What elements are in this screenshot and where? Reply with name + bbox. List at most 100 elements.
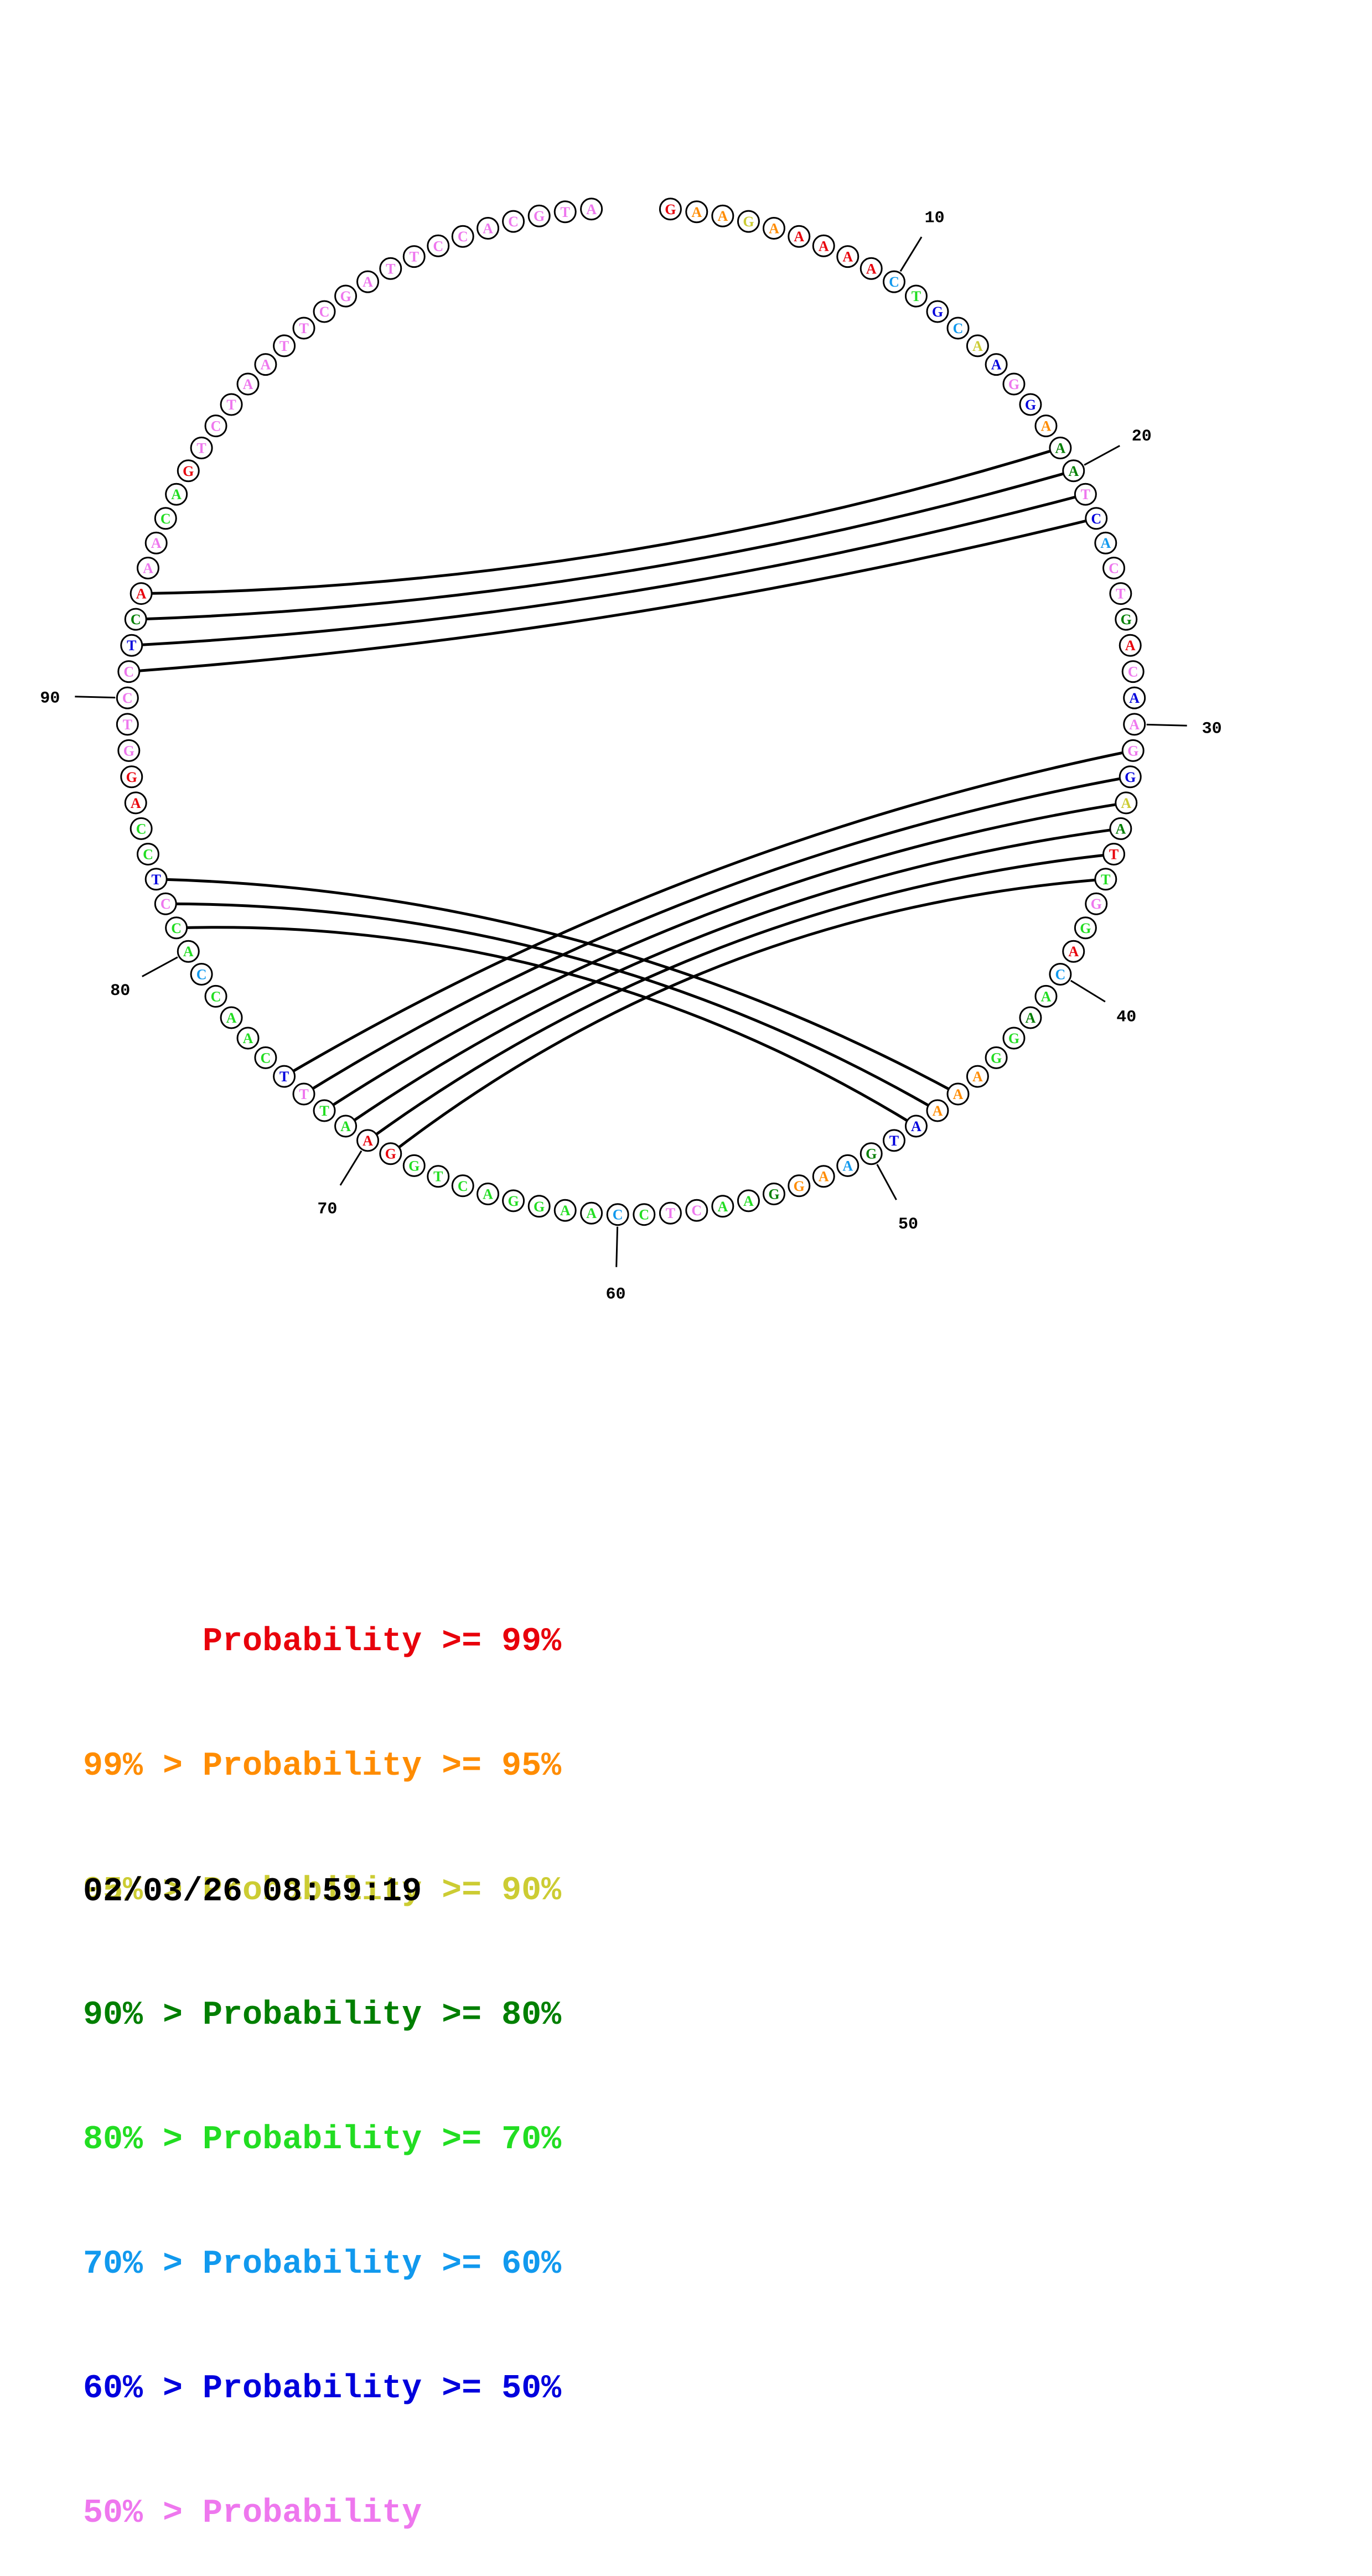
nucleotide-circle <box>1049 962 1072 986</box>
nucleotide-circle <box>120 634 143 657</box>
nucleotide: A <box>124 791 147 815</box>
nucleotide-letter: G <box>1025 397 1036 413</box>
nucleotide-letter: C <box>211 418 221 434</box>
nucleotide-circle <box>659 1201 682 1225</box>
legend-suffix: >= 70% <box>422 2121 562 2159</box>
nucleotide-circle <box>836 1154 860 1177</box>
base-pair-arc <box>367 852 1114 1142</box>
nucleotide-circle <box>154 892 177 915</box>
nucleotide-letter: C <box>508 214 519 230</box>
nucleotide-letter: A <box>131 795 141 811</box>
nucleotide-circle <box>120 765 143 789</box>
nucleotide-letter: G <box>665 201 676 217</box>
nucleotide-letter: A <box>866 261 877 277</box>
legend-label: Probability <box>203 1748 422 1785</box>
nucleotide: A <box>1062 940 1085 963</box>
nucleotide-letter: A <box>933 1103 943 1119</box>
nucleotide-circle <box>1002 1027 1026 1050</box>
nucleotide-circle <box>116 686 139 709</box>
nucleotide-circle <box>1119 765 1142 789</box>
nucleotide-circle <box>1109 582 1132 605</box>
nucleotide-letter: A <box>1068 944 1079 960</box>
nucleotide-circle <box>1049 437 1072 460</box>
nucleotide-letter: A <box>1041 988 1052 1004</box>
legend-label: Probability <box>203 2121 422 2159</box>
nucleotide-circle <box>812 1165 835 1188</box>
nucleotide: T <box>882 1129 905 1152</box>
nucleotide: C <box>204 984 227 1008</box>
nucleotide-circle <box>427 1165 450 1188</box>
base-pair-arc <box>141 447 1061 595</box>
nucleotide-circle <box>1115 791 1138 815</box>
nucleotide-letter: C <box>691 1203 702 1219</box>
nucleotide-letter: G <box>991 1050 1002 1066</box>
nucleotide-letter: C <box>1109 561 1119 577</box>
nucleotide: C <box>254 1046 277 1069</box>
nucleotide: T <box>116 713 139 736</box>
nucleotide-letter: G <box>508 1193 519 1209</box>
nucleotide-ring: G A A G AAAAACTGCAAGGAAATCACTGACAAGGAATTGGAC… <box>116 198 1146 1226</box>
legend-suffix: >= 60% <box>422 2246 562 2283</box>
nucleotide-letter: A <box>183 944 194 960</box>
nucleotide: G <box>659 198 682 221</box>
nucleotide: T <box>144 868 168 891</box>
nucleotide-letter: C <box>1055 966 1066 982</box>
nucleotide: C <box>882 270 905 293</box>
nucleotide-circle <box>117 739 141 762</box>
nucleotide-circle <box>190 962 213 986</box>
nucleotide: A <box>737 1189 760 1212</box>
legend-row: 50% > Probability <box>83 2493 561 2534</box>
nucleotide: C <box>633 1203 656 1226</box>
nucleotide: T <box>120 634 143 657</box>
base-pair-arc <box>303 775 1131 1096</box>
nucleotide-circle <box>553 1199 577 1222</box>
nucleotide: C <box>165 916 188 940</box>
nucleotide-circle <box>711 204 734 227</box>
timestamp: 02/03/26 08:59:19 <box>83 1873 422 1911</box>
nucleotide: A <box>904 1115 928 1138</box>
nucleotide-letter: C <box>1091 511 1101 527</box>
nucleotide-circle <box>1034 414 1058 438</box>
legend-suffix: >= 50% <box>422 2370 562 2408</box>
nucleotide-circle <box>1085 892 1108 915</box>
nucleotide-letter: G <box>866 1146 877 1162</box>
nucleotide: A <box>165 483 188 506</box>
nucleotide-letter: T <box>123 717 132 733</box>
nucleotide-letter: A <box>243 1030 253 1046</box>
nucleotide-letter: A <box>483 1186 493 1203</box>
nucleotide: T <box>273 1065 296 1088</box>
legend-label: Probability <box>203 1997 422 2034</box>
nucleotide-circle <box>1074 916 1097 940</box>
nucleotide-circle <box>966 1065 989 1088</box>
nucleotide: A <box>1109 817 1132 840</box>
nucleotide-circle <box>502 210 525 233</box>
nucleotide-circle <box>985 1046 1008 1069</box>
nucleotide: A <box>711 1195 734 1218</box>
nucleotide-circle <box>1094 531 1117 554</box>
base-pair-arc <box>128 517 1097 673</box>
nucleotide-letter: A <box>586 1205 597 1221</box>
nucleotide: C <box>451 225 474 248</box>
nucleotide: A <box>1123 686 1146 709</box>
nucleotide-circle <box>580 198 603 221</box>
nucleotide: A <box>477 1183 500 1206</box>
legend-row: 60% > Probability >= 50% <box>83 2368 561 2410</box>
nucleotide-letter: C <box>161 896 171 912</box>
nucleotide-circle <box>1123 713 1146 736</box>
nucleotide-circle <box>124 608 147 631</box>
nucleotide-letter: C <box>161 511 171 527</box>
nucleotide-letter: T <box>1081 486 1090 502</box>
nucleotide-letter: A <box>151 535 162 551</box>
nucleotide-circle <box>926 1099 949 1122</box>
nucleotide-letter: G <box>1008 376 1019 392</box>
nucleotide-circle <box>812 234 835 257</box>
legend-label: Probability <box>203 2370 422 2408</box>
legend-suffix: >= 90% <box>422 1872 562 1910</box>
nucleotide-letter: A <box>717 1199 728 1215</box>
nucleotide-letter: A <box>1041 418 1052 434</box>
position-number: 40 <box>1116 1008 1136 1027</box>
position-number: 90 <box>40 690 60 708</box>
nucleotide-circle <box>985 353 1008 376</box>
nucleotide-circle <box>451 225 474 248</box>
